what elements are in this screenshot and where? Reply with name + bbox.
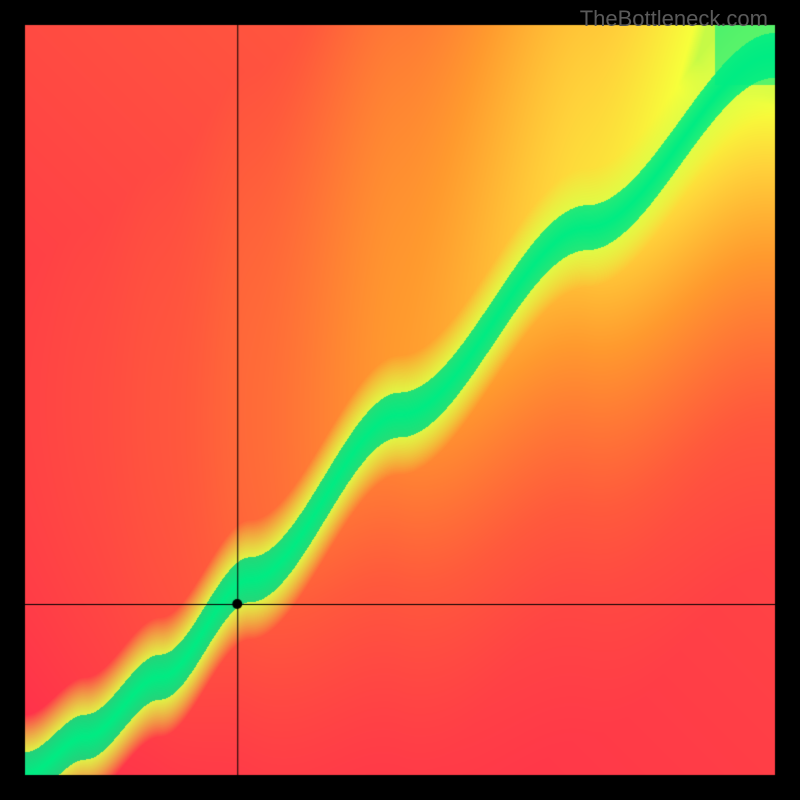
heatmap-canvas [0, 0, 800, 800]
watermark-text: TheBottleneck.com [580, 6, 768, 32]
chart-container: TheBottleneck.com [0, 0, 800, 800]
